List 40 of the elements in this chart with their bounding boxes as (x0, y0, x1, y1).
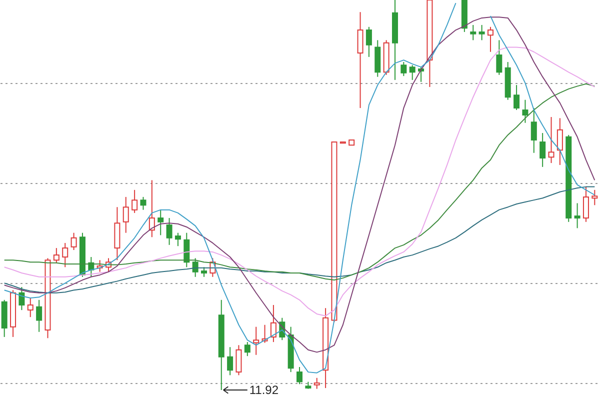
candlestick (166, 218, 172, 246)
candlestick (314, 377, 320, 390)
candlestick (192, 258, 198, 278)
candlestick (36, 299, 42, 332)
candlestick (522, 99, 528, 124)
candlestick (556, 118, 563, 166)
candlestick (548, 116, 554, 164)
candlestick (366, 26, 372, 58)
candlestick (62, 242, 68, 268)
candlestick (270, 304, 276, 343)
candlestick (227, 346, 234, 376)
candlestick (496, 40, 502, 76)
candlestick (470, 24, 476, 41)
candlestick (253, 326, 260, 356)
candlestick (140, 196, 146, 210)
candlestick (18, 286, 25, 311)
annotation: 11.92 (249, 383, 279, 397)
candlestick (400, 62, 407, 77)
candlestick (296, 366, 302, 385)
candlestick (158, 209, 164, 236)
candlestick (53, 248, 60, 264)
candlestick (27, 297, 34, 318)
candlestick (184, 232, 190, 268)
candlestick (357, 12, 364, 109)
candlestick (530, 108, 537, 154)
candlestick (122, 196, 129, 234)
candlestick (70, 232, 77, 250)
candlestick (236, 344, 242, 376)
candlestick (201, 266, 208, 278)
candlestick (582, 186, 589, 222)
candlestick (574, 202, 580, 229)
candlestick (409, 64, 416, 80)
candlestick (132, 189, 138, 214)
candlestick (478, 24, 485, 41)
candlestick (487, 26, 494, 52)
candlestick (148, 180, 155, 238)
candlestick (514, 84, 520, 110)
candlestick (244, 342, 250, 357)
candlestick (540, 132, 546, 168)
candlestick (174, 232, 181, 247)
